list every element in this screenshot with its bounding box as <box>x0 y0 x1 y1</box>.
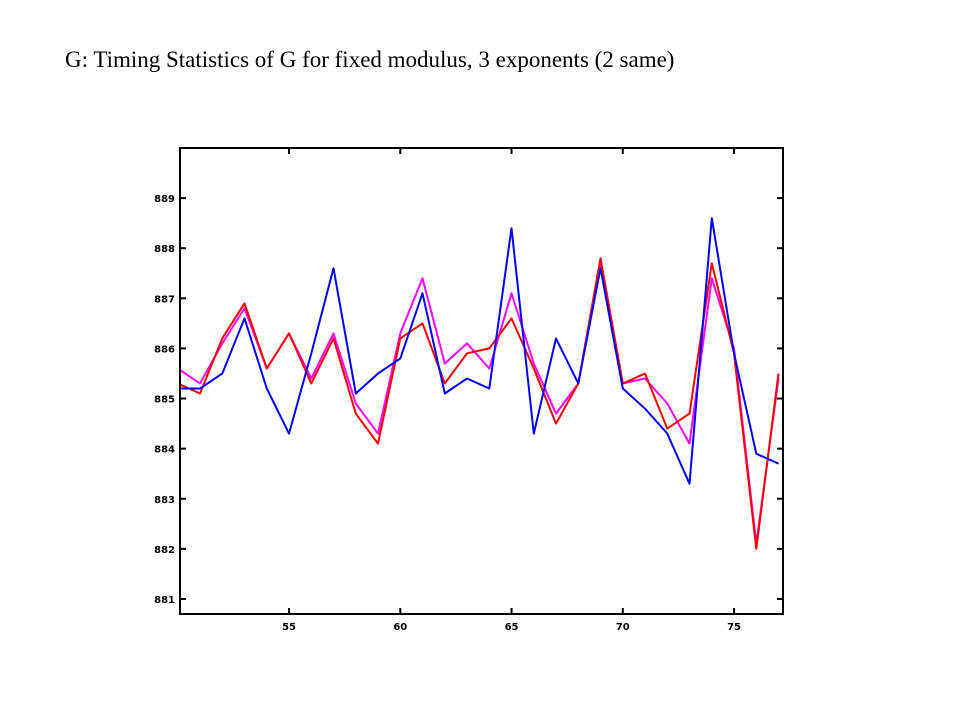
plot-series <box>180 217 780 550</box>
y-tick-label: 889 <box>154 194 175 205</box>
x-tick-label: 65 <box>505 622 519 633</box>
series-line-1 <box>180 262 780 545</box>
series-line-3 <box>180 217 779 485</box>
y-tick-label: 888 <box>154 244 175 255</box>
plot-frame <box>179 147 784 615</box>
y-tick-label: 885 <box>154 395 175 406</box>
y-tick-label: 886 <box>154 344 175 355</box>
x-tick-label: 75 <box>727 622 741 633</box>
y-tick-label: 883 <box>154 495 175 506</box>
x-tick-label: 70 <box>616 622 630 633</box>
y-tick-label: 884 <box>154 445 175 456</box>
y-tick-label: 881 <box>154 595 175 606</box>
y-tick-label: 882 <box>154 545 175 556</box>
x-tick-label: 55 <box>282 622 296 633</box>
slide-title: G: Timing Statistics of G for fixed modu… <box>65 47 675 72</box>
series-line-2 <box>180 257 780 550</box>
x-tick-label: 60 <box>393 622 407 633</box>
axis-ticks: 55 60 65 70 75 881 882 883 884 885 886 887 888 889 <box>154 148 783 633</box>
y-tick-label: 887 <box>154 294 175 305</box>
